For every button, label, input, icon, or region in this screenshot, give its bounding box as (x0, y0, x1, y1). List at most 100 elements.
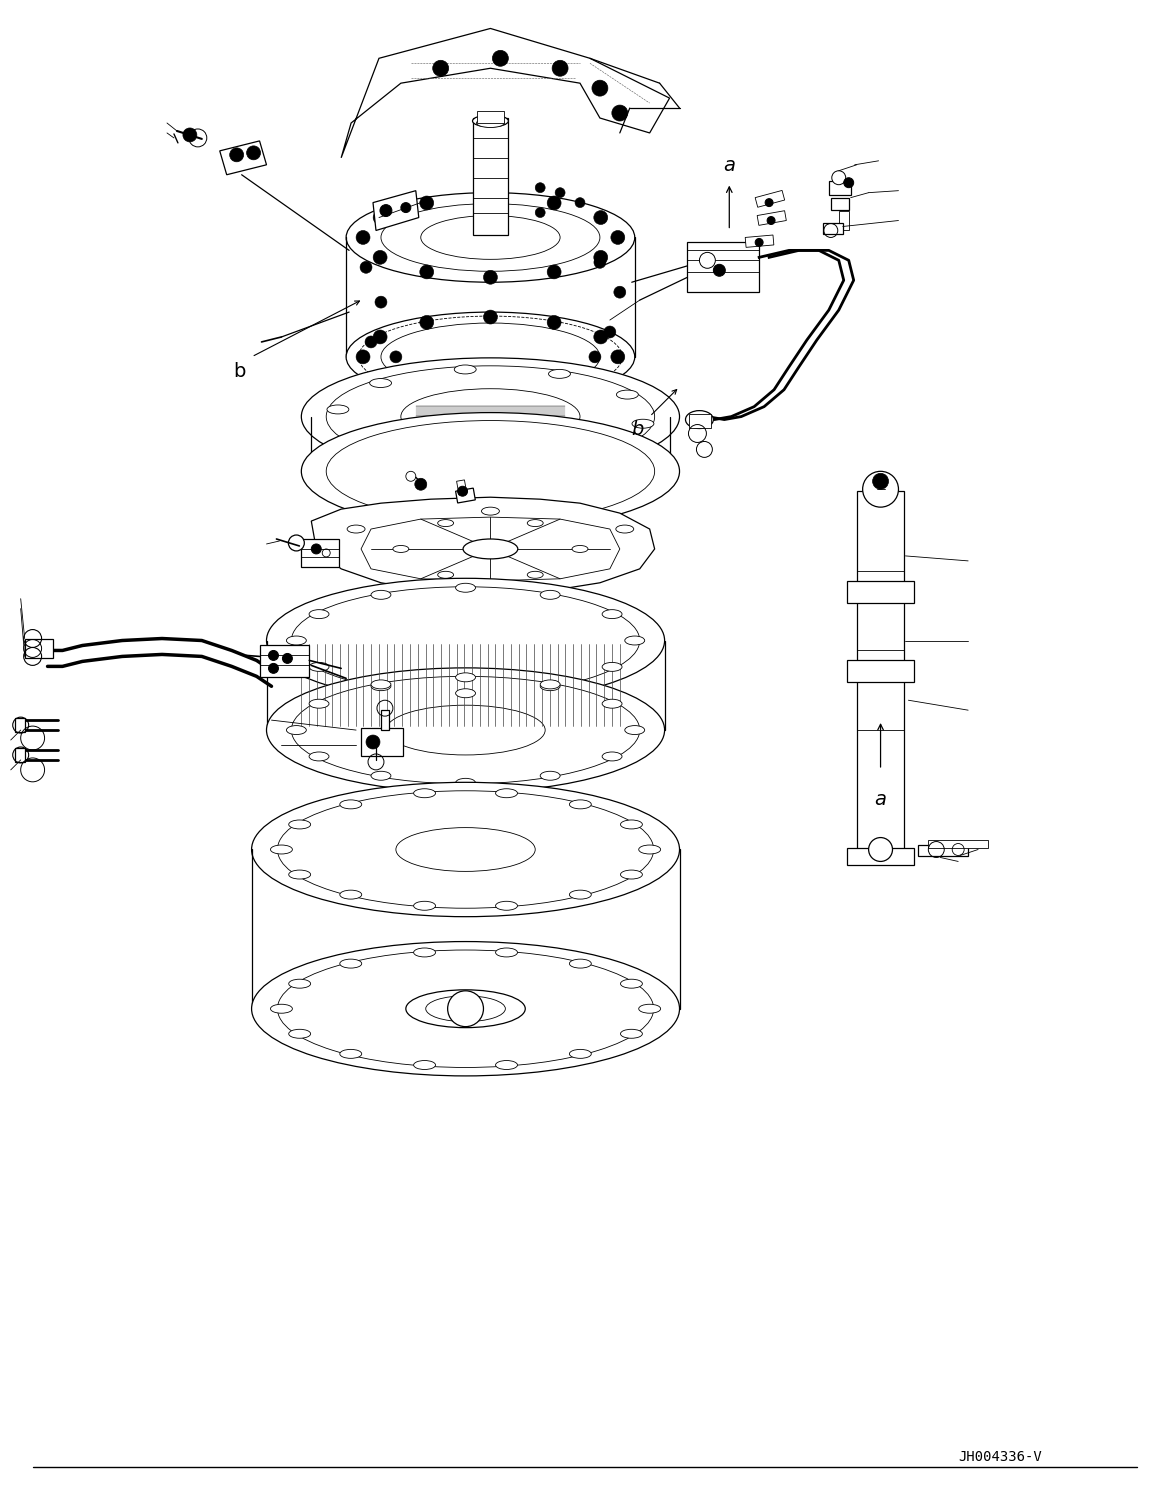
Ellipse shape (590, 446, 611, 455)
Ellipse shape (420, 216, 560, 259)
Ellipse shape (287, 726, 307, 735)
Circle shape (553, 60, 568, 76)
Ellipse shape (392, 546, 409, 553)
Ellipse shape (625, 726, 644, 735)
Ellipse shape (572, 546, 587, 553)
Text: b: b (632, 420, 644, 438)
Circle shape (547, 385, 561, 398)
Ellipse shape (413, 789, 435, 798)
Ellipse shape (455, 583, 476, 592)
Ellipse shape (340, 1050, 362, 1059)
Ellipse shape (340, 890, 362, 899)
Ellipse shape (625, 637, 644, 646)
Circle shape (611, 231, 625, 245)
Circle shape (380, 204, 392, 216)
Circle shape (699, 252, 715, 268)
Ellipse shape (411, 455, 432, 464)
Ellipse shape (309, 751, 329, 760)
Ellipse shape (569, 959, 591, 968)
Circle shape (593, 330, 607, 344)
Polygon shape (373, 191, 419, 231)
Circle shape (765, 198, 773, 207)
Circle shape (373, 250, 387, 264)
Circle shape (863, 471, 899, 507)
Bar (381, 710, 389, 731)
Ellipse shape (620, 1029, 642, 1038)
Ellipse shape (302, 413, 679, 529)
Ellipse shape (252, 941, 679, 1077)
Ellipse shape (455, 689, 476, 698)
Bar (302, 538, 339, 567)
Bar (455, 488, 475, 502)
Ellipse shape (346, 192, 635, 282)
Bar (755, 191, 785, 207)
Ellipse shape (289, 980, 311, 989)
Ellipse shape (496, 901, 518, 910)
Ellipse shape (463, 538, 518, 559)
Bar (456, 480, 467, 495)
Ellipse shape (482, 584, 499, 593)
Circle shape (360, 261, 372, 273)
Circle shape (575, 198, 585, 207)
Circle shape (614, 286, 626, 298)
Ellipse shape (455, 778, 476, 787)
Bar (857, 491, 904, 850)
Text: JH004336-V: JH004336-V (958, 1449, 1041, 1464)
Ellipse shape (271, 1005, 293, 1014)
Bar (473, 118, 509, 236)
Text: a: a (723, 155, 735, 174)
Circle shape (420, 265, 434, 279)
Ellipse shape (482, 507, 499, 514)
Text: b: b (233, 362, 246, 382)
Ellipse shape (346, 312, 635, 401)
Circle shape (457, 486, 468, 497)
Ellipse shape (252, 783, 679, 917)
Ellipse shape (326, 365, 655, 467)
Circle shape (868, 838, 893, 862)
Ellipse shape (302, 358, 679, 476)
Bar (690, 413, 712, 428)
Bar (687, 243, 759, 292)
Ellipse shape (289, 871, 311, 880)
Polygon shape (311, 497, 655, 593)
Text: a: a (874, 790, 887, 808)
Ellipse shape (309, 610, 329, 619)
Ellipse shape (291, 587, 640, 695)
Circle shape (592, 81, 608, 95)
Ellipse shape (372, 590, 391, 599)
Circle shape (767, 216, 776, 225)
Ellipse shape (396, 828, 535, 871)
Ellipse shape (632, 419, 654, 428)
Circle shape (589, 350, 601, 362)
Bar (476, 110, 504, 122)
Ellipse shape (620, 871, 642, 880)
Ellipse shape (267, 579, 664, 702)
Bar (829, 180, 851, 195)
Ellipse shape (603, 699, 622, 708)
Ellipse shape (309, 662, 329, 671)
Ellipse shape (340, 799, 362, 808)
Ellipse shape (569, 890, 591, 899)
Circle shape (230, 148, 244, 163)
Bar (15, 719, 24, 732)
Circle shape (535, 183, 546, 192)
Polygon shape (219, 142, 267, 174)
Ellipse shape (309, 699, 329, 708)
Ellipse shape (620, 820, 642, 829)
Ellipse shape (426, 996, 505, 1021)
Ellipse shape (455, 672, 476, 681)
Circle shape (311, 544, 322, 555)
Polygon shape (361, 517, 620, 581)
Circle shape (373, 210, 387, 225)
Circle shape (593, 370, 607, 383)
Circle shape (547, 265, 561, 279)
Ellipse shape (620, 980, 642, 989)
Circle shape (483, 389, 497, 404)
Ellipse shape (369, 379, 391, 388)
Ellipse shape (291, 677, 640, 784)
Circle shape (365, 335, 377, 347)
Circle shape (612, 104, 628, 121)
Ellipse shape (271, 845, 293, 854)
Circle shape (282, 653, 293, 663)
Circle shape (373, 370, 387, 383)
